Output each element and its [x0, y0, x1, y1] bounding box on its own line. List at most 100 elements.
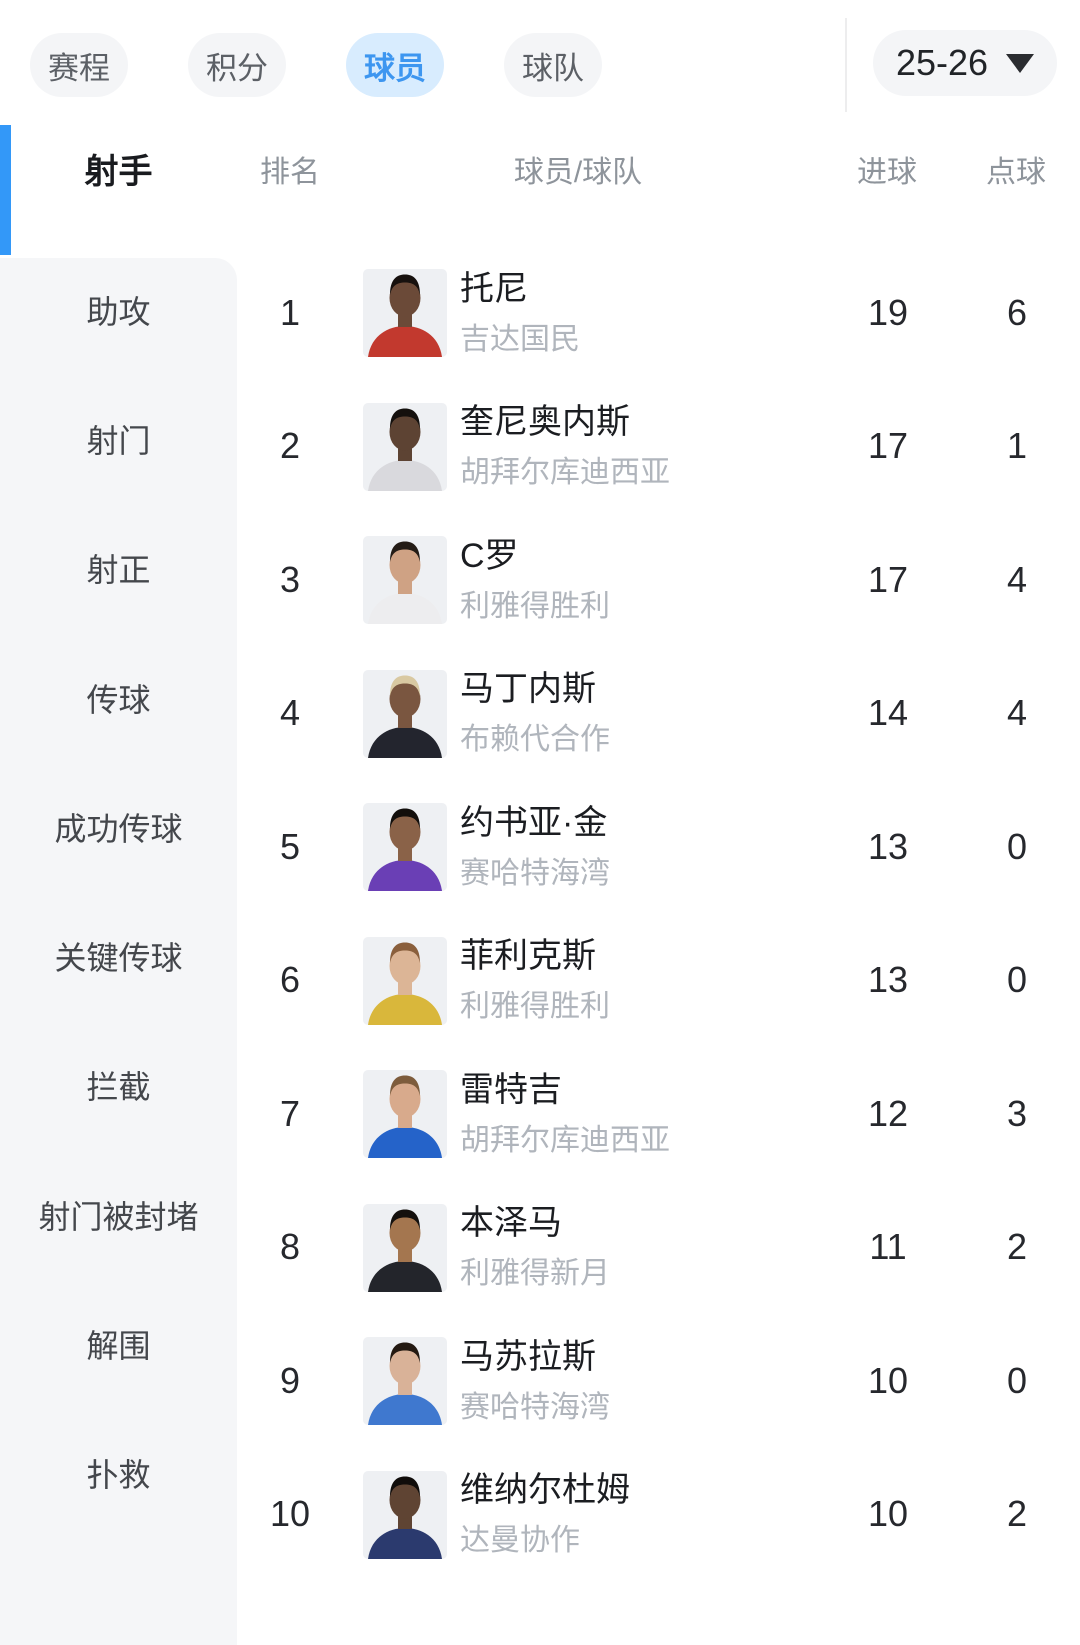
column-header-player: 球员/球队 — [513, 156, 643, 189]
tab-label: 积分 — [206, 50, 268, 86]
rank-value: 10 — [269, 1493, 311, 1535]
tab-2[interactable]: 球员 — [346, 33, 444, 97]
table-row[interactable]: 5 约书亚·金 赛哈特海湾 13 0 — [237, 780, 1080, 914]
tab-0[interactable]: 赛程 — [30, 33, 128, 97]
triangle-down-icon — [1006, 53, 1035, 73]
rank-value: 5 — [279, 825, 301, 867]
table-row[interactable]: 2 奎尼奥内斯 胡拜尔库迪西亚 17 1 — [237, 380, 1080, 514]
player-photo-icon — [363, 669, 447, 758]
penalties-value: 2 — [1006, 1226, 1028, 1268]
player-avatar — [363, 269, 447, 357]
player-team: 利雅得新月 — [460, 1257, 610, 1291]
column-header-goals: 进球 — [857, 156, 917, 189]
sidebar-item-9[interactable]: 扑救 — [0, 1409, 237, 1538]
goals-value: 13 — [867, 959, 909, 1001]
player-team: 达曼协作 — [460, 1524, 580, 1558]
sidebar-panel — [0, 258, 237, 1645]
player-info: 本泽马 利雅得新月 — [460, 1181, 610, 1315]
player-avatar — [363, 669, 447, 758]
penalties-value: 4 — [1006, 692, 1028, 734]
rank-value: 6 — [279, 959, 301, 1001]
sidebar-item-label: 成功传球 — [54, 810, 183, 847]
table-row[interactable]: 7 雷特吉 胡拜尔库迪西亚 12 3 — [237, 1047, 1080, 1181]
player-team: 胡拜尔库迪西亚 — [460, 1123, 670, 1157]
player-name: 托尼 — [460, 269, 528, 308]
player-team: 赛哈特海湾 — [460, 1390, 610, 1424]
goals-value: 10 — [867, 1359, 909, 1401]
player-team: 赛哈特海湾 — [460, 856, 610, 890]
player-info: 托尼 吉达国民 — [460, 246, 580, 380]
player-photo-icon — [363, 1070, 447, 1158]
player-name: C罗 — [460, 536, 519, 575]
sidebar-item-scorers-selected[interactable]: 射手 — [84, 153, 153, 191]
sidebar-item-label: 传球 — [86, 681, 151, 718]
sidebar-item-6[interactable]: 拦截 — [0, 1021, 237, 1150]
player-avatar — [363, 536, 447, 624]
player-avatar — [363, 1470, 447, 1559]
tab-bar: 赛程 积分 球员 球队 — [30, 33, 602, 97]
player-avatar — [363, 1337, 447, 1425]
sidebar-item-1[interactable]: 射门 — [0, 374, 237, 503]
player-name: 本泽马 — [460, 1204, 562, 1243]
table-row[interactable]: 6 菲利克斯 利雅得胜利 13 0 — [237, 914, 1080, 1048]
sidebar-item-4[interactable]: 成功传球 — [0, 762, 237, 891]
tab-1[interactable]: 积分 — [188, 33, 286, 97]
player-avatar — [363, 1070, 447, 1158]
table-row[interactable]: 4 马丁内斯 布赖代合作 14 4 — [237, 647, 1080, 781]
player-info: 约书亚·金 赛哈特海湾 — [460, 780, 610, 914]
table-row[interactable]: 9 马苏拉斯 赛哈特海湾 10 0 — [237, 1314, 1080, 1448]
player-info: 维纳尔杜姆 达曼协作 — [460, 1448, 630, 1582]
player-info: 马丁内斯 布赖代合作 — [460, 647, 610, 781]
goals-value: 17 — [867, 425, 909, 467]
player-info: 菲利克斯 利雅得胜利 — [460, 914, 610, 1048]
column-header-penalties: 点球 — [986, 156, 1046, 189]
player-avatar — [363, 803, 447, 891]
sidebar-item-7[interactable]: 射门被封堵 — [0, 1150, 237, 1279]
rank-value: 9 — [279, 1359, 301, 1401]
tab-3[interactable]: 球队 — [504, 33, 602, 97]
player-team: 布赖代合作 — [460, 723, 610, 757]
goals-value: 17 — [867, 558, 909, 600]
sidebar-item-label: 助攻 — [86, 293, 151, 330]
sidebar-item-8[interactable]: 解围 — [0, 1279, 237, 1408]
player-name: 约书亚·金 — [460, 803, 608, 842]
season-selector[interactable]: 25-26 — [873, 30, 1057, 96]
goals-value: 14 — [867, 692, 909, 734]
goals-value: 12 — [867, 1092, 909, 1134]
table-row[interactable]: 1 托尼 吉达国民 19 6 — [237, 246, 1080, 380]
sidebar-item-0[interactable]: 助攻 — [0, 245, 237, 374]
sidebar-item-label: 解围 — [86, 1328, 151, 1365]
penalties-value: 1 — [1006, 425, 1028, 467]
player-info: 奎尼奥内斯 胡拜尔库迪西亚 — [460, 380, 670, 514]
table-row[interactable]: 10 维纳尔杜姆 达曼协作 10 2 — [237, 1448, 1080, 1582]
penalties-value: 0 — [1006, 959, 1028, 1001]
table-rows: 1 托尼 吉达国民 19 6 2 — [237, 246, 1080, 1581]
player-name: 菲利克斯 — [460, 937, 596, 976]
sidebar-list: 助攻 射门 射正 传球 成功传球 关键传球 拦截 射门被封堵 解围 扑救 — [0, 245, 237, 1538]
rank-value: 2 — [279, 425, 301, 467]
penalties-value: 3 — [1006, 1092, 1028, 1134]
player-team: 利雅得胜利 — [460, 589, 610, 623]
player-name: 奎尼奥内斯 — [460, 403, 630, 442]
rank-value: 8 — [279, 1226, 301, 1268]
tab-label: 赛程 — [48, 50, 110, 86]
header-divider — [845, 18, 847, 112]
season-label: 25-26 — [895, 42, 989, 83]
player-avatar — [363, 402, 447, 491]
sidebar-item-label: 拦截 — [86, 1069, 151, 1106]
rank-value: 4 — [279, 692, 301, 734]
table-row[interactable]: 3 C罗 利雅得胜利 17 4 — [237, 513, 1080, 647]
sidebar-item-3[interactable]: 传球 — [0, 633, 237, 762]
player-photo-icon — [363, 1337, 447, 1425]
sidebar-item-5[interactable]: 关键传球 — [0, 891, 237, 1020]
tab-label: 球员 — [364, 50, 426, 86]
goals-value: 13 — [867, 825, 909, 867]
sidebar-item-2[interactable]: 射正 — [0, 504, 237, 633]
player-photo-icon — [363, 402, 447, 491]
table-row[interactable]: 8 本泽马 利雅得新月 11 2 — [237, 1181, 1080, 1315]
active-category-indicator — [0, 125, 11, 255]
penalties-value: 4 — [1006, 558, 1028, 600]
player-avatar — [363, 936, 447, 1025]
player-name: 马苏拉斯 — [460, 1337, 596, 1376]
column-header-rank: 排名 — [260, 156, 320, 189]
